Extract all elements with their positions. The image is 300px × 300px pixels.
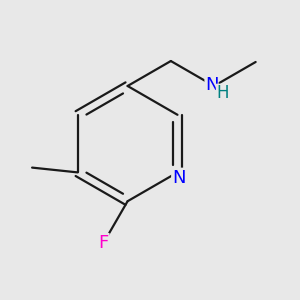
Text: H: H xyxy=(216,84,229,102)
Text: N: N xyxy=(205,76,218,94)
Text: N: N xyxy=(172,169,185,187)
Text: F: F xyxy=(98,234,109,252)
